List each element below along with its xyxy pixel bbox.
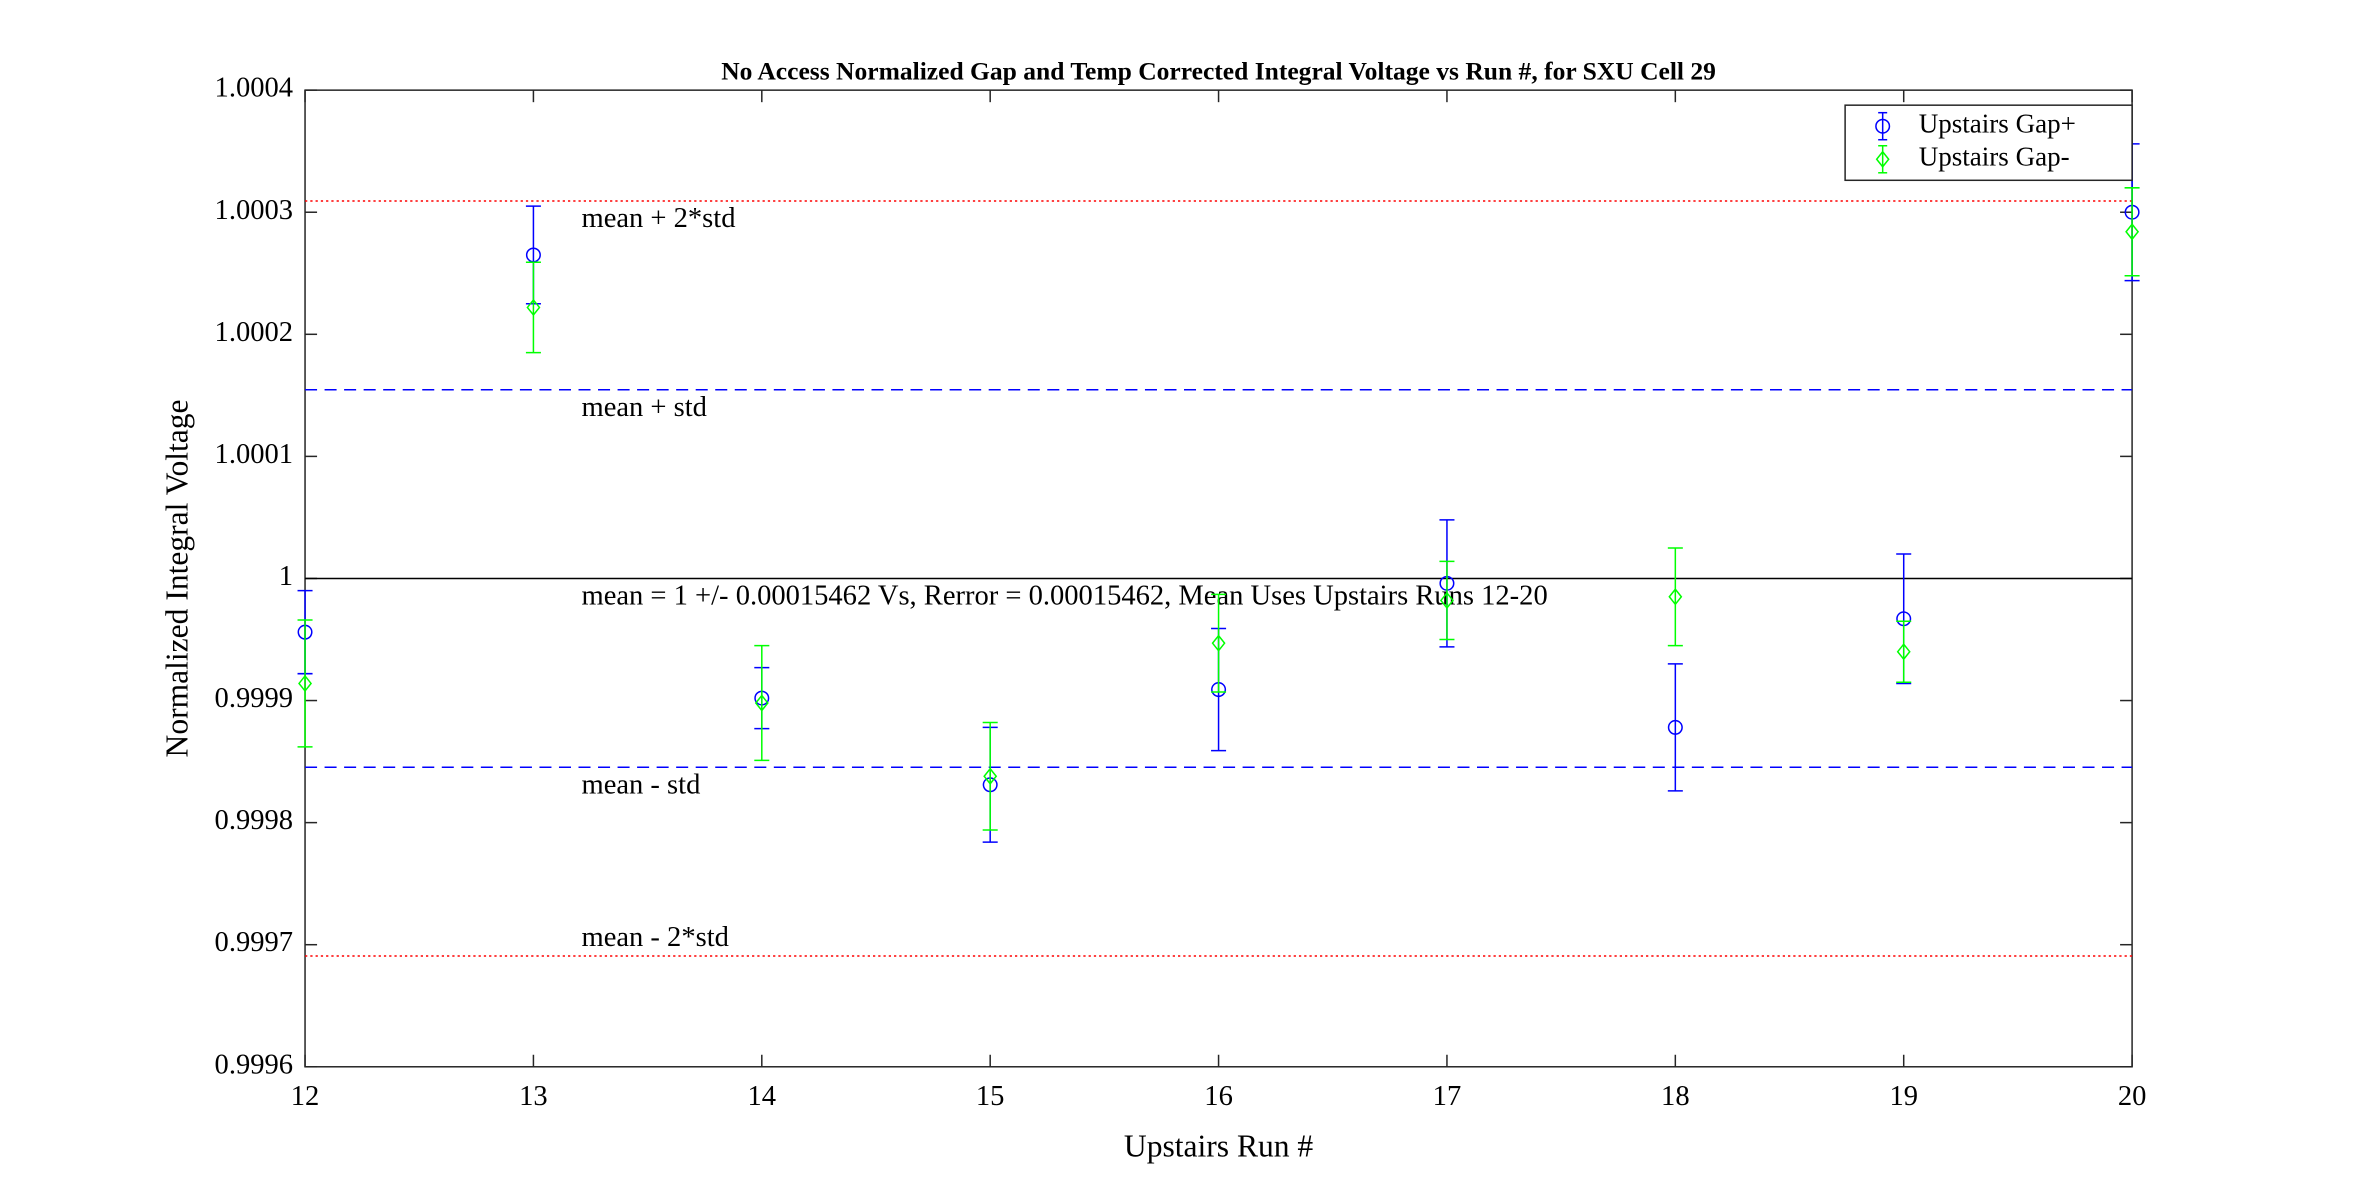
y-tick-label: 0.9997 bbox=[215, 927, 293, 958]
x-tick-label: 18 bbox=[1661, 1081, 1690, 1112]
error-bar bbox=[1896, 620, 1912, 683]
error-bar bbox=[982, 721, 998, 831]
x-tick-label: 16 bbox=[1204, 1081, 1233, 1112]
chart-title: No Access Normalized Gap and Temp Correc… bbox=[721, 56, 1716, 85]
y-tick-label: 0.9998 bbox=[215, 805, 293, 836]
error-bar bbox=[1667, 663, 1683, 792]
legend-box bbox=[1844, 104, 2133, 182]
x-tick-label: 20 bbox=[2118, 1081, 2147, 1112]
x-tick-label: 14 bbox=[748, 1081, 777, 1112]
y-tick-label: 0.9999 bbox=[215, 683, 293, 714]
y-tick-label: 1.0002 bbox=[215, 317, 293, 348]
legend-label: Upstairs Gap+ bbox=[1919, 108, 2076, 138]
y-axis-label: Normalized Integral Voltage bbox=[160, 399, 195, 757]
reference-label: mean + std bbox=[582, 392, 707, 423]
x-tick-label: 15 bbox=[976, 1081, 1005, 1112]
y-tick-label: 0.9996 bbox=[215, 1049, 293, 1080]
data-point bbox=[1211, 634, 1226, 652]
data-point bbox=[754, 694, 769, 712]
error-bar bbox=[1439, 560, 1455, 641]
data-point bbox=[1896, 642, 1911, 661]
reference-label: mean - std bbox=[582, 769, 701, 800]
x-tick-label: 12 bbox=[291, 1081, 320, 1112]
legend-marker bbox=[1875, 118, 1891, 134]
x-tick-label: 17 bbox=[1433, 1081, 1462, 1112]
y-tick-label: 1.0001 bbox=[215, 439, 293, 470]
legend-label: Upstairs Gap- bbox=[1919, 141, 2070, 171]
y-tick-label: 1 bbox=[279, 561, 293, 592]
data-point bbox=[1667, 719, 1683, 735]
data-point bbox=[983, 767, 998, 785]
error-bar bbox=[1211, 593, 1227, 693]
x-tick-label: 13 bbox=[519, 1081, 548, 1112]
x-axis-label: Upstairs Run # bbox=[1124, 1129, 1314, 1164]
reference-label: mean - 2*std bbox=[582, 922, 729, 953]
data-point bbox=[1668, 588, 1683, 606]
reference-label: mean = 1 +/- 0.00015462 Vs, Rerror = 0.0… bbox=[582, 581, 1548, 612]
error-bar bbox=[297, 619, 313, 748]
error-bar bbox=[525, 261, 541, 354]
legend-marker bbox=[1875, 150, 1890, 168]
error-bar bbox=[754, 644, 770, 762]
data-point bbox=[298, 674, 313, 693]
y-tick-label: 1.0003 bbox=[215, 195, 293, 226]
x-tick-label: 19 bbox=[1889, 1081, 1918, 1112]
data-point bbox=[1439, 591, 1454, 610]
error-bar bbox=[1667, 547, 1683, 647]
data-point bbox=[526, 298, 541, 317]
reference-label: mean + 2*std bbox=[582, 203, 736, 234]
error-bar bbox=[2124, 187, 2140, 277]
data-point bbox=[2125, 223, 2140, 241]
y-tick-label: 1.0004 bbox=[215, 73, 293, 104]
